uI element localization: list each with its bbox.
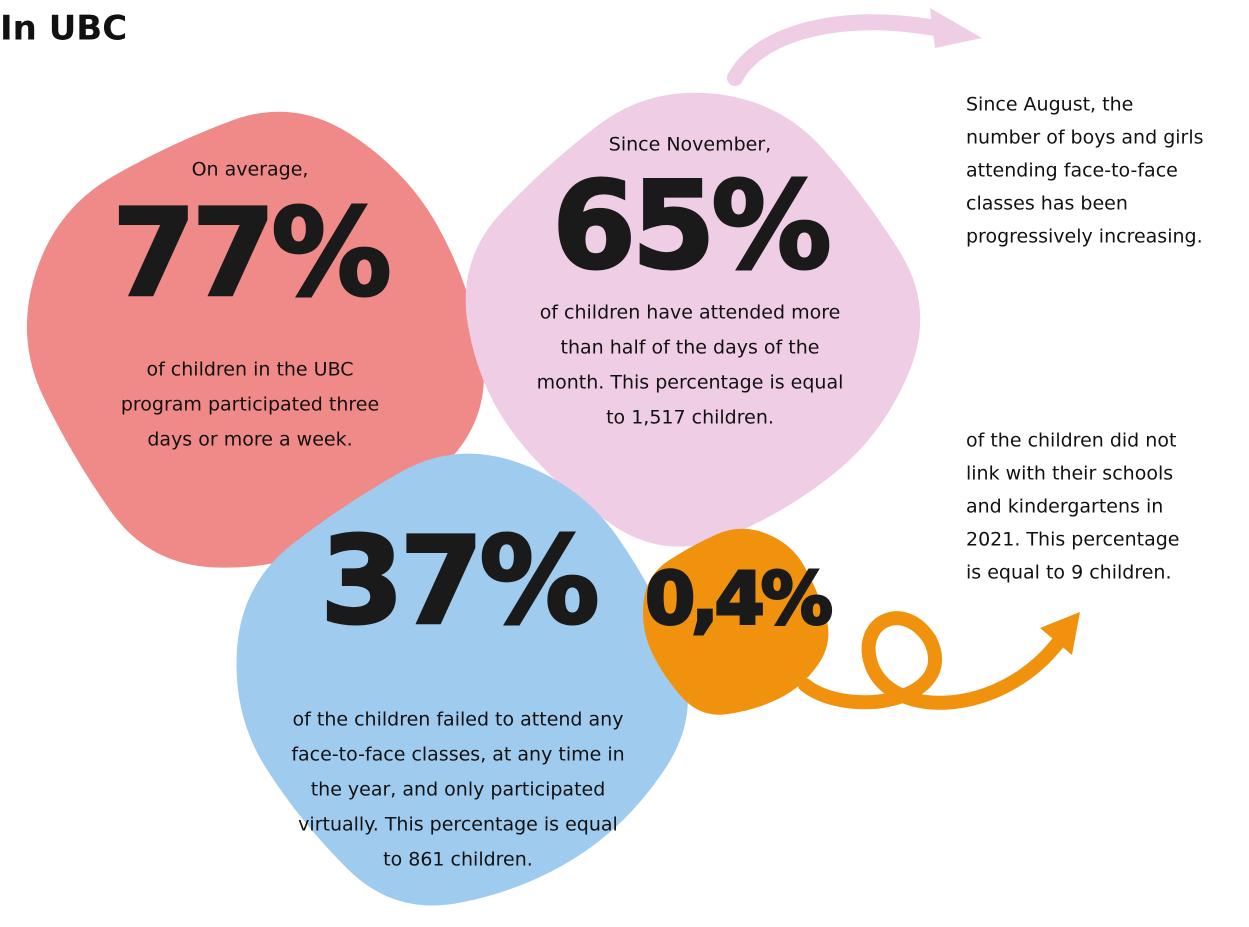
arrow-head xyxy=(930,8,982,48)
stat-description: of children have attended more xyxy=(540,302,841,324)
note: number of boys and girls xyxy=(966,127,1204,149)
blob xyxy=(26,111,484,568)
note: progressively increasing. xyxy=(966,226,1203,248)
arrow xyxy=(727,14,953,86)
note: link with their schools xyxy=(966,463,1173,485)
stat-description: to 861 children. xyxy=(383,849,533,871)
stat-description: of the children failed to attend any xyxy=(293,709,624,731)
note: and kindergartens in xyxy=(966,496,1163,518)
note: is equal to 9 children. xyxy=(966,562,1171,584)
note: attending face-to-face xyxy=(966,160,1178,182)
arrow-head xyxy=(1040,612,1080,655)
stat-description: program participated three xyxy=(121,394,379,416)
blobs xyxy=(26,92,921,906)
note: 2021. This percentage xyxy=(966,529,1179,551)
blob xyxy=(465,92,921,547)
title: In UBC xyxy=(0,9,127,49)
arrow xyxy=(798,611,1067,710)
stat-figure: 0,4% xyxy=(645,557,831,641)
stat-intro: On average, xyxy=(192,159,309,181)
stat-description: days or more a week. xyxy=(147,429,352,451)
stat-description: month. This percentage is equal xyxy=(537,372,844,394)
note: of the children did not xyxy=(966,430,1176,452)
stat-description: to 1,517 children. xyxy=(606,407,774,429)
stat-figure: 37% xyxy=(320,513,596,652)
stat-figure: 65% xyxy=(552,158,828,297)
stat-figure: 77% xyxy=(112,185,388,324)
stat-description: the year, and only participated xyxy=(311,779,606,801)
stat-description: of children in the UBC xyxy=(146,359,353,381)
note: Since August, the xyxy=(966,94,1133,116)
blob xyxy=(236,453,688,906)
stat-description: virtually. This percentage is equal xyxy=(298,814,618,836)
blob xyxy=(643,528,829,715)
note: classes has been xyxy=(966,193,1128,215)
stat-description: than half of the days of the xyxy=(561,337,820,359)
stat-intro: Since November, xyxy=(609,134,771,156)
stat-description: face-to-face classes, at any time in xyxy=(291,744,624,766)
